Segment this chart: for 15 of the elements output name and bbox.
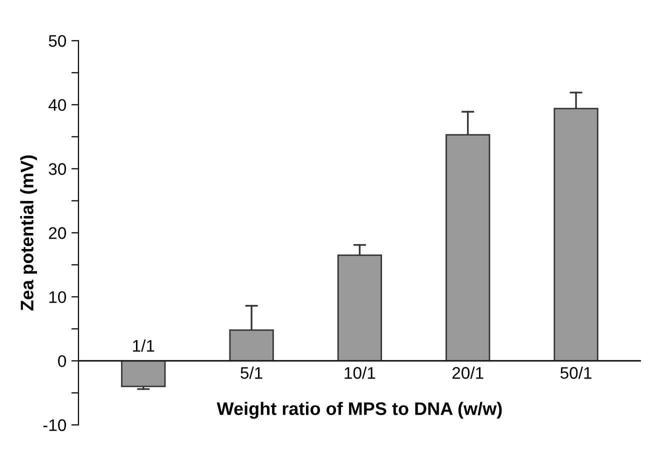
y-tick-label: 20 bbox=[48, 227, 66, 239]
bar bbox=[121, 360, 166, 388]
x-axis-title: Weight ratio of MPS to DNA (w/w) bbox=[216, 402, 502, 419]
y-axis-title: Zea potential (mV) bbox=[20, 155, 38, 310]
y-tick-label: 50 bbox=[48, 35, 66, 47]
x-tick-label: 5/1 bbox=[240, 366, 262, 379]
x-tick-label: 1/1 bbox=[133, 340, 154, 352]
y-tick-label: -10 bbox=[43, 419, 66, 432]
x-tick-label: 50/1 bbox=[560, 366, 592, 379]
y-tick-label: 40 bbox=[48, 99, 66, 111]
y-tick-label: 30 bbox=[48, 163, 66, 175]
y-tick-label: 0 bbox=[58, 355, 66, 368]
x-tick-label: 20/1 bbox=[452, 366, 484, 379]
x-tick-label: 10/1 bbox=[344, 366, 376, 379]
y-tick-label: 10 bbox=[49, 291, 66, 304]
